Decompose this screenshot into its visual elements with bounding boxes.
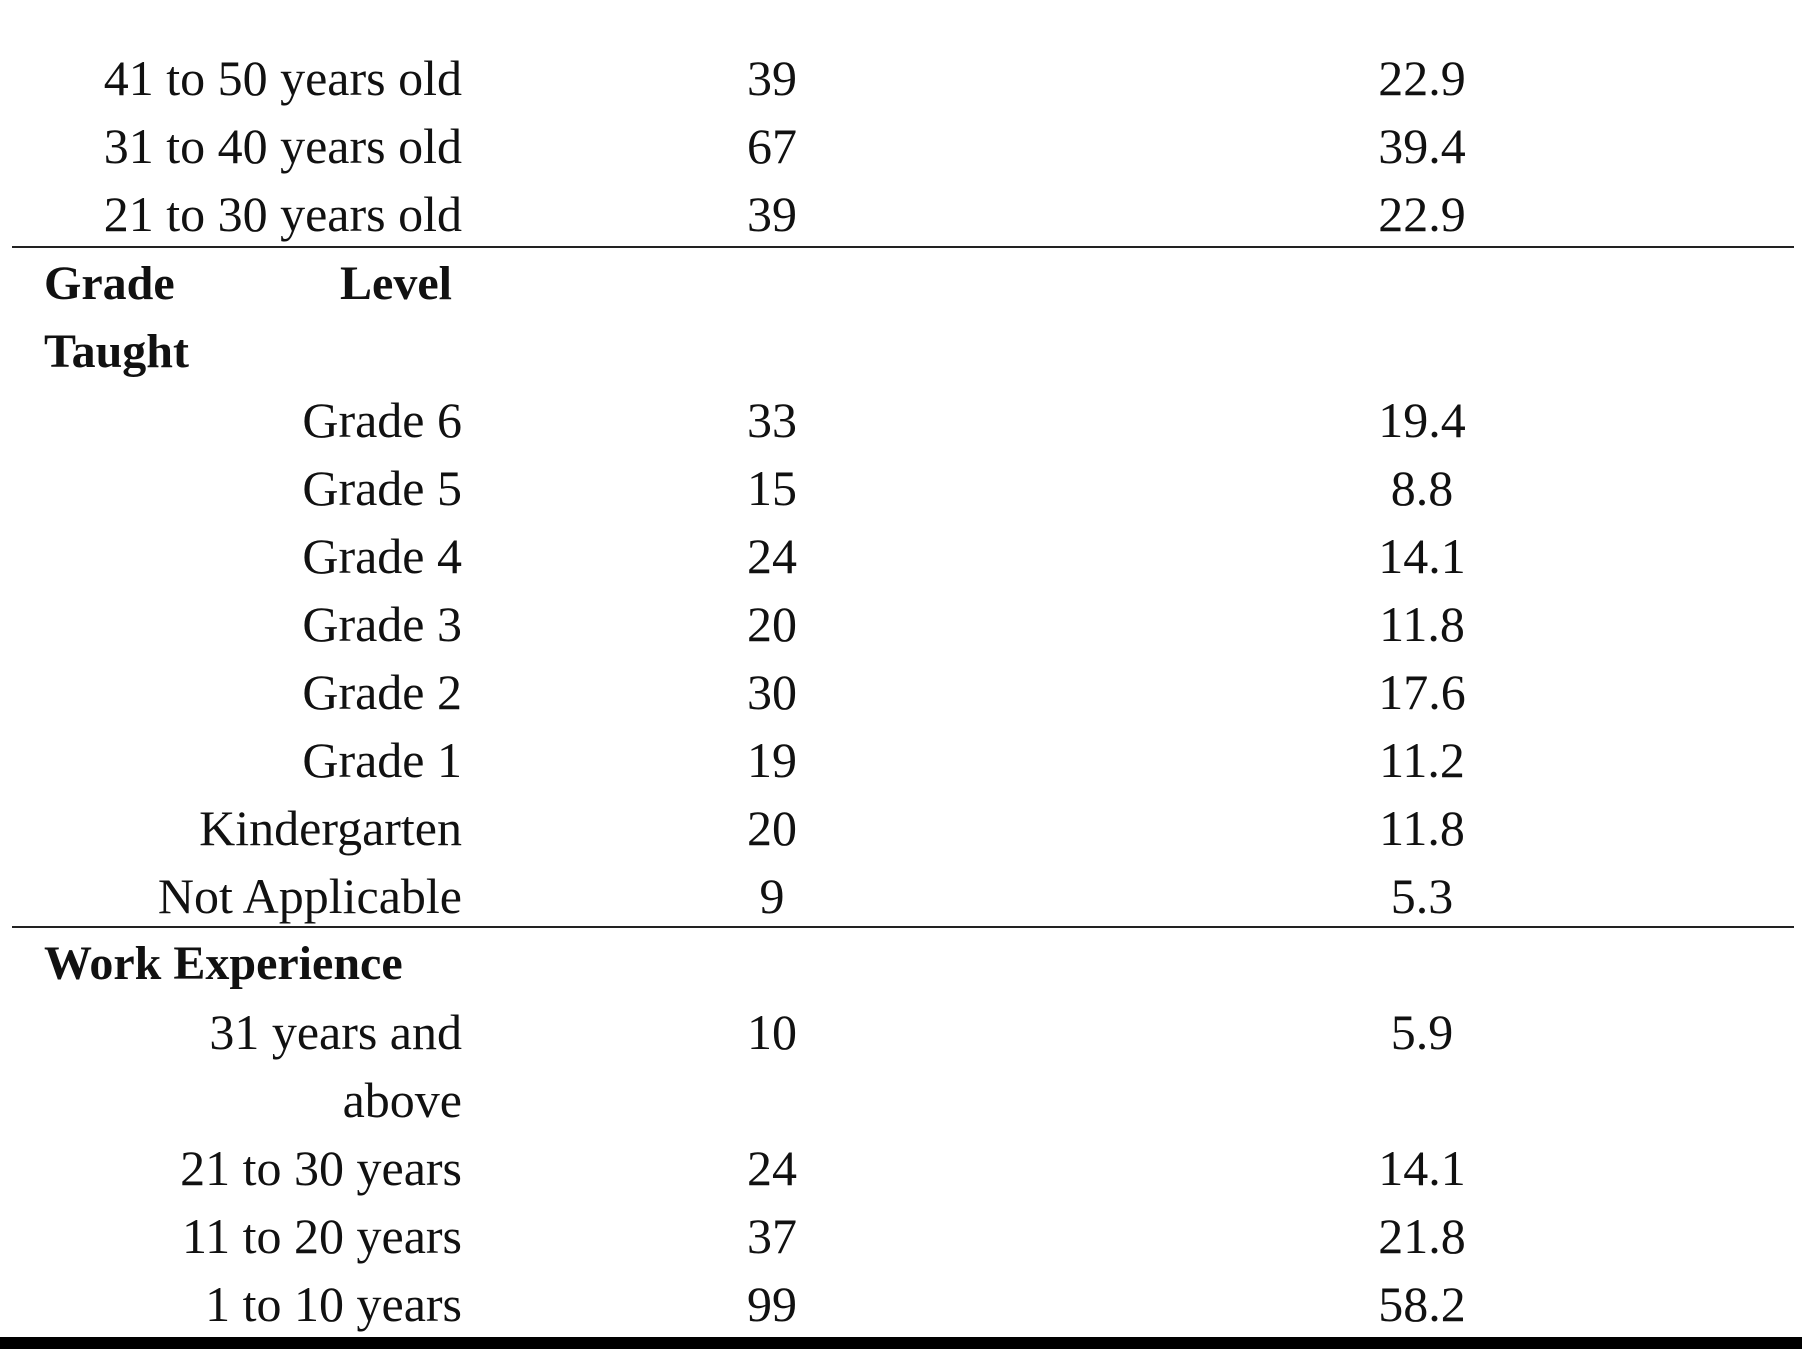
row-percentage: 17.6 <box>1378 664 1466 720</box>
row-label: Grade 6 <box>302 392 462 448</box>
row-label: 21 to 30 years old <box>103 186 462 242</box>
table-row: 31 years and 10 5.9 <box>12 998 1794 1066</box>
row-label: 31 to 40 years old <box>103 118 462 174</box>
section-heading-grade-taught: Taught <box>44 325 189 378</box>
row-percentage: 11.2 <box>1379 732 1465 788</box>
row-percentage: 11.8 <box>1379 800 1465 856</box>
table-row: 11 to 20 years 37 21.8 <box>12 1202 1794 1270</box>
row-label: 21 to 30 years <box>180 1140 462 1196</box>
row-percentage: 22.9 <box>1378 186 1466 242</box>
row-label: 1 to 10 years <box>205 1276 462 1332</box>
table-row: 41 to 50 years old 39 22.9 <box>12 44 1794 112</box>
row-frequency: 30 <box>747 664 797 720</box>
row-percentage: 19.4 <box>1378 392 1466 448</box>
row-percentage: 8.8 <box>1390 460 1454 516</box>
table-row: Kindergarten 20 11.8 <box>12 794 1794 862</box>
row-frequency: 39 <box>747 186 797 242</box>
section-divider <box>12 926 1794 928</box>
row-label: Grade 4 <box>302 528 462 584</box>
section-heading-grade: Grade <box>44 257 175 310</box>
section-divider <box>12 246 1794 248</box>
table-row: Grade 5 15 8.8 <box>12 454 1794 522</box>
row-percentage: 11.8 <box>1379 596 1465 652</box>
row-label: 31 years and <box>209 1004 462 1060</box>
row-label: 11 to 20 years <box>181 1208 462 1264</box>
row-percentage: 21.8 <box>1378 1208 1466 1264</box>
row-label: Not Applicable <box>157 868 462 924</box>
table-row: 21 to 30 years 24 14.1 <box>12 1134 1794 1202</box>
row-percentage: 14.1 <box>1378 1140 1466 1196</box>
row-frequency: 9 <box>759 868 785 924</box>
row-percentage: 39.4 <box>1378 118 1466 174</box>
row-label: Grade 2 <box>302 664 462 720</box>
row-frequency: 67 <box>747 118 797 174</box>
row-frequency: 20 <box>747 800 797 856</box>
row-percentage: 58.2 <box>1378 1276 1466 1332</box>
row-frequency: 24 <box>747 528 797 584</box>
row-frequency: 39 <box>747 50 797 106</box>
table-row: Grade 6 33 19.4 <box>12 386 1794 454</box>
row-frequency: 37 <box>747 1208 797 1264</box>
row-label: Grade 1 <box>302 732 462 788</box>
table-row: 31 to 40 years old 67 39.4 <box>12 112 1794 180</box>
row-percentage: 5.9 <box>1390 1004 1454 1060</box>
table-row: 21 to 30 years old 39 22.9 <box>12 180 1794 248</box>
row-percentage: 22.9 <box>1378 50 1466 106</box>
row-label: 41 to 50 years old <box>103 50 462 106</box>
row-percentage: 14.1 <box>1378 528 1466 584</box>
row-label: Grade 3 <box>302 596 462 652</box>
table-row: Not Applicable 9 5.3 <box>12 862 1794 930</box>
row-frequency: 24 <box>747 1140 797 1196</box>
table-row: Grade 2 30 17.6 <box>12 658 1794 726</box>
row-label-continuation: above <box>342 1072 462 1128</box>
row-frequency: 15 <box>747 460 797 516</box>
row-label: Kindergarten <box>199 800 462 856</box>
row-frequency: 19 <box>747 732 797 788</box>
section-heading-work-experience: Work Experience <box>44 937 403 990</box>
table-row: Grade 4 24 14.1 <box>12 522 1794 590</box>
row-label: Grade 5 <box>302 460 462 516</box>
table-row: Grade 3 20 11.8 <box>12 590 1794 658</box>
table-row: Grade 1 19 11.2 <box>12 726 1794 794</box>
row-frequency: 10 <box>747 1004 797 1060</box>
section-heading-grade-level: Level <box>340 257 452 310</box>
row-frequency: 33 <box>747 392 797 448</box>
table-row: 1 to 10 years 99 58.2 <box>12 1270 1794 1338</box>
row-frequency: 20 <box>747 596 797 652</box>
table-row-continuation: above <box>12 1066 1794 1134</box>
table-bottom-rule <box>0 1337 1802 1349</box>
row-frequency: 99 <box>747 1276 797 1332</box>
row-percentage: 5.3 <box>1390 868 1454 924</box>
